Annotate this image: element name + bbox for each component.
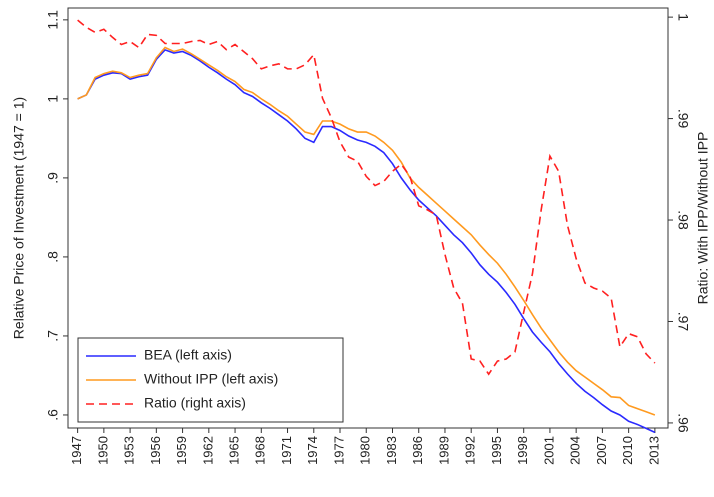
x-tick-label: 2010 (620, 436, 635, 465)
y2-tick-label: .99 (675, 109, 691, 129)
y-tick-label: 1 (45, 95, 61, 103)
x-tick-label: 2004 (568, 436, 583, 465)
x-tick-label: 1974 (305, 436, 320, 465)
y-axis-title: Relative Price of Investment (1947 = 1) (11, 97, 27, 339)
plot-frame (67, 7, 669, 429)
x-tick-label: 1986 (410, 436, 425, 465)
x-tick-label: 1968 (253, 436, 268, 465)
x-tick-label: 1965 (226, 436, 241, 465)
x-tick-label: 1980 (358, 436, 373, 465)
x-tick-label: 2013 (646, 436, 661, 465)
series-line (77, 19, 656, 376)
x-tick-label: 1992 (463, 436, 478, 465)
x-tick-label: 1971 (279, 436, 294, 465)
series-line (77, 48, 656, 434)
y2-tick-label: .98 (675, 210, 691, 230)
x-tick-label: 1995 (489, 436, 504, 465)
x-tick-label: 2001 (541, 436, 556, 465)
y2-axis-title: Ratio: With IPP/Without IPP (695, 132, 711, 305)
x-tick-label: 1947 (69, 436, 84, 465)
x-tick-label: 1953 (122, 436, 137, 465)
x-tick-label: 1962 (200, 436, 215, 465)
y-tick-label: .6 (45, 409, 61, 421)
y-tick-label: .7 (45, 330, 61, 342)
x-tick-label: 1977 (331, 436, 346, 465)
y2-tick-label: .97 (675, 312, 691, 332)
legend-label: Without IPP (left axis) (144, 371, 278, 387)
x-tick-label: 1959 (174, 436, 189, 465)
y2-tick-label: 1 (675, 13, 691, 21)
y2-tick-label: .96 (675, 413, 691, 433)
y-tick-label: 1.1 (45, 10, 61, 30)
x-tick-label: 2007 (594, 436, 609, 465)
x-tick-label: 1998 (515, 436, 530, 465)
x-tick-label: 1989 (436, 436, 451, 465)
y-tick-label: .9 (45, 172, 61, 184)
x-tick-label: 1956 (148, 436, 163, 465)
x-tick-label: 1983 (384, 436, 399, 465)
legend-label: Ratio (right axis) (144, 395, 246, 411)
series-line (77, 46, 656, 416)
legend-label: BEA (left axis) (144, 347, 232, 363)
x-tick-label: 1950 (95, 436, 110, 465)
y-tick-label: .8 (45, 251, 61, 263)
